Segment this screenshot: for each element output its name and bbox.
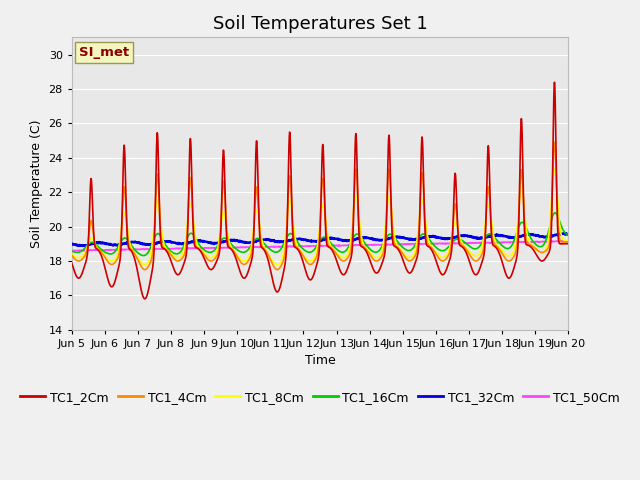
Y-axis label: Soil Temperature (C): Soil Temperature (C) [30, 119, 43, 248]
Text: SI_met: SI_met [79, 46, 129, 59]
Title: Soil Temperatures Set 1: Soil Temperatures Set 1 [212, 15, 428, 33]
Legend: TC1_2Cm, TC1_4Cm, TC1_8Cm, TC1_16Cm, TC1_32Cm, TC1_50Cm: TC1_2Cm, TC1_4Cm, TC1_8Cm, TC1_16Cm, TC1… [15, 385, 625, 408]
X-axis label: Time: Time [305, 354, 335, 367]
